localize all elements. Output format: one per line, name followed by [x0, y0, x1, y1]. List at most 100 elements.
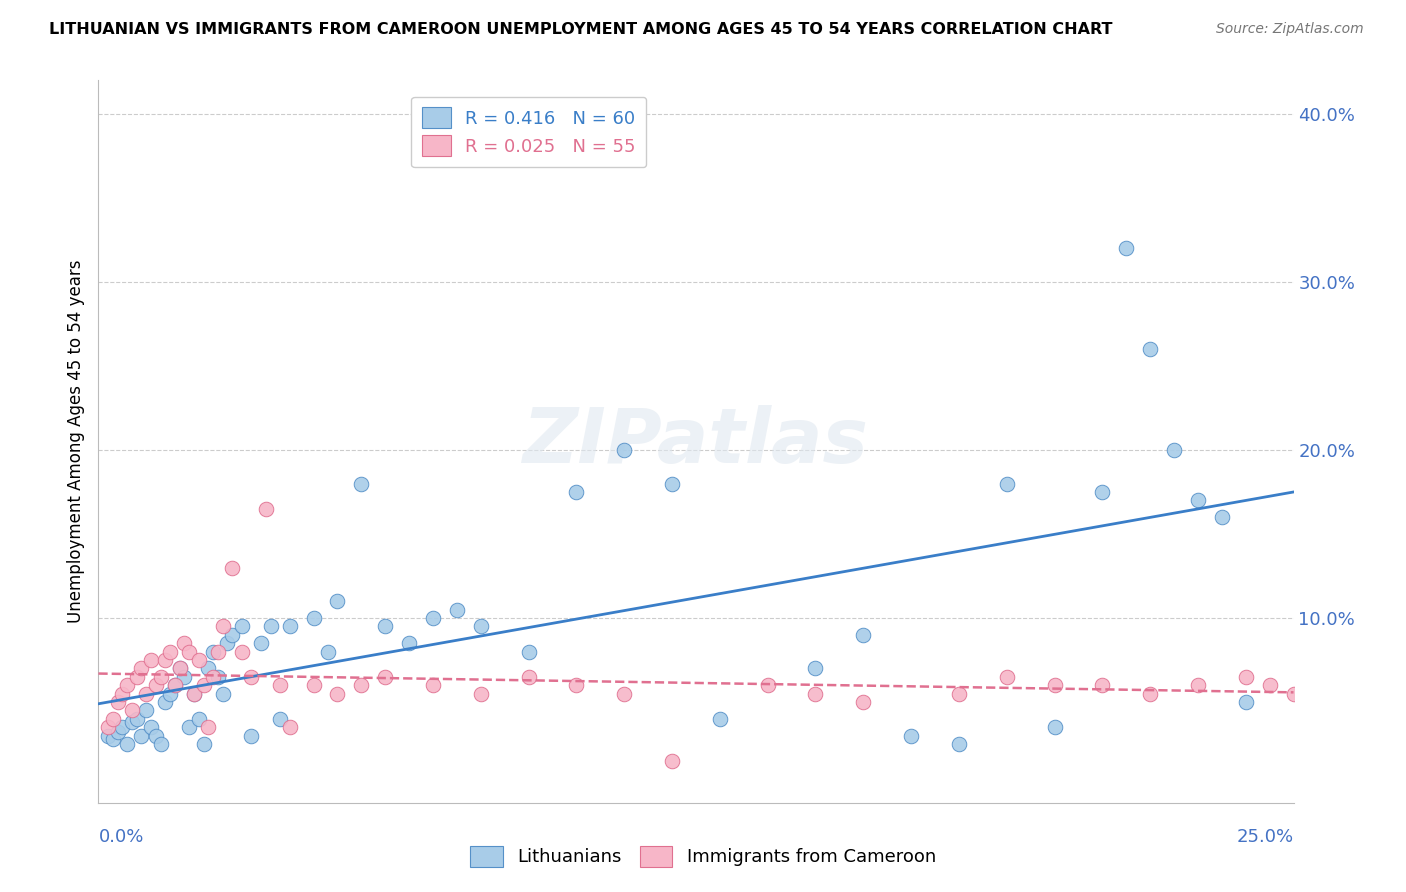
Point [1091, 485, 1114, 500]
Y-axis label: Unemployment Among Ages 45 to 54 years: Unemployment Among Ages 45 to 54 years [66, 260, 84, 624]
Point [517, 644, 540, 658]
Point [350, 476, 373, 491]
Point [97, 720, 120, 734]
Point [217, 636, 239, 650]
Point [187, 712, 209, 726]
Point [169, 661, 191, 675]
Point [135, 687, 157, 701]
Point [254, 501, 277, 516]
Point [121, 703, 143, 717]
Point [163, 678, 186, 692]
Point [1187, 493, 1209, 508]
Point [145, 729, 167, 743]
Point [173, 670, 195, 684]
Point [1258, 678, 1281, 692]
Point [240, 729, 263, 743]
Point [422, 611, 444, 625]
Point [804, 687, 827, 701]
Text: LITHUANIAN VS IMMIGRANTS FROM CAMEROON UNEMPLOYMENT AMONG AGES 45 TO 54 YEARS CO: LITHUANIAN VS IMMIGRANTS FROM CAMEROON U… [49, 22, 1112, 37]
Point [995, 476, 1018, 491]
Point [197, 720, 219, 734]
Point [995, 670, 1018, 684]
Point [1043, 678, 1066, 692]
Point [1115, 241, 1137, 255]
Point [250, 636, 273, 650]
Point [470, 687, 492, 701]
Point [183, 687, 205, 701]
Point [240, 670, 263, 684]
Point [948, 737, 970, 751]
Legend: R = 0.416   N = 60, R = 0.025   N = 55: R = 0.416 N = 60, R = 0.025 N = 55 [411, 96, 647, 167]
Point [269, 678, 291, 692]
Point [900, 729, 922, 743]
Point [661, 754, 683, 768]
Point [326, 594, 349, 608]
Point [115, 678, 138, 692]
Point [121, 715, 143, 730]
Point [1282, 687, 1305, 701]
Point [211, 619, 233, 633]
Text: 25.0%: 25.0% [1236, 828, 1294, 846]
Point [804, 661, 827, 675]
Point [1139, 687, 1161, 701]
Point [111, 720, 134, 734]
Point [193, 737, 215, 751]
Point [211, 687, 233, 701]
Point [1043, 720, 1066, 734]
Point [131, 661, 153, 675]
Point [852, 628, 875, 642]
Point [139, 653, 162, 667]
Point [374, 670, 396, 684]
Point [231, 619, 253, 633]
Point [517, 670, 540, 684]
Point [207, 644, 229, 658]
Point [1306, 687, 1329, 701]
Point [302, 611, 325, 625]
Text: 0.0%: 0.0% [98, 828, 143, 846]
Point [197, 661, 219, 675]
Point [1330, 678, 1353, 692]
Point [159, 644, 181, 658]
Point [231, 644, 253, 658]
Point [269, 712, 291, 726]
Point [470, 619, 492, 633]
Point [202, 644, 225, 658]
Point [97, 729, 120, 743]
Point [145, 678, 167, 692]
Point [173, 636, 195, 650]
Point [169, 661, 191, 675]
Point [446, 602, 468, 616]
Point [613, 687, 636, 701]
Point [221, 628, 243, 642]
Point [756, 678, 779, 692]
Point [111, 687, 134, 701]
Point [316, 644, 339, 658]
Point [350, 678, 373, 692]
Point [565, 678, 588, 692]
Point [179, 644, 201, 658]
Point [207, 670, 229, 684]
Point [259, 619, 281, 633]
Point [149, 737, 172, 751]
Point [326, 687, 349, 701]
Point [139, 720, 162, 734]
Point [131, 729, 153, 743]
Legend: Lithuanians, Immigrants from Cameroon: Lithuanians, Immigrants from Cameroon [463, 838, 943, 874]
Point [661, 476, 683, 491]
Point [101, 712, 124, 726]
Point [159, 687, 181, 701]
Point [948, 687, 970, 701]
Point [1187, 678, 1209, 692]
Point [302, 678, 325, 692]
Point [107, 725, 129, 739]
Point [115, 737, 138, 751]
Point [187, 653, 209, 667]
Point [565, 485, 588, 500]
Point [107, 695, 129, 709]
Point [221, 560, 243, 574]
Point [1211, 510, 1233, 524]
Point [155, 695, 177, 709]
Point [613, 442, 636, 457]
Point [183, 687, 205, 701]
Text: ZIPatlas: ZIPatlas [523, 405, 869, 478]
